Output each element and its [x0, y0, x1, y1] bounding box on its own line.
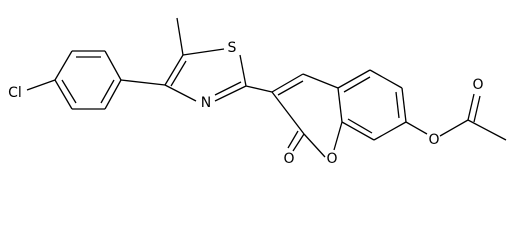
- molecule-diagram: Cl S N O O O O: [8, 17, 507, 167]
- atom-labels: Cl S N O O O O: [8, 40, 483, 167]
- atom-label: Cl: [8, 85, 22, 101]
- atom-label: O: [283, 151, 294, 167]
- atom-label: O: [428, 132, 439, 148]
- bonds: [26, 17, 507, 158]
- atom-label: N: [201, 95, 211, 111]
- atom-label: O: [472, 77, 483, 93]
- atom-label: O: [326, 151, 337, 167]
- atom-label: S: [228, 40, 237, 56]
